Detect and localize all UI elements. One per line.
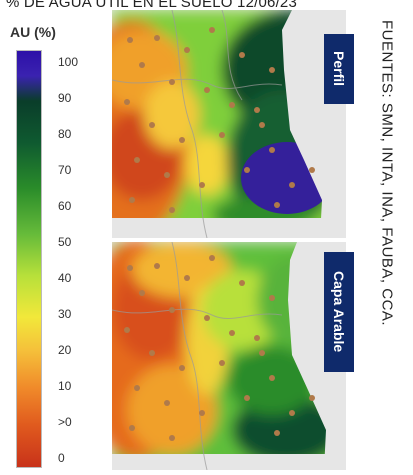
province-borders <box>112 242 283 470</box>
capa-arable-map <box>112 242 346 470</box>
legend-tick: 70 <box>58 163 72 177</box>
legend-tick: 90 <box>58 91 72 105</box>
legend-tick: 80 <box>58 127 72 141</box>
map-title: % DE AGUA ÚTIL EN EL SUELO 12/06/23 <box>6 0 298 11</box>
panel-divider <box>112 238 346 242</box>
legend-tick: 20 <box>58 343 72 357</box>
legend-tick: 100 <box>58 55 79 69</box>
legend-tick: 10 <box>58 379 72 393</box>
legend-color-bar <box>16 50 42 468</box>
station-points <box>124 27 315 213</box>
south-area <box>112 218 346 238</box>
south-area <box>112 454 346 470</box>
soil-water-maps: Perfil Capa Arable <box>112 10 354 470</box>
perfil-map <box>112 10 346 238</box>
maps-svg <box>112 10 346 470</box>
legend-tick: 40 <box>58 271 72 285</box>
color-legend: AU (%) 100 90 80 70 60 50 40 30 20 10 >0… <box>8 24 104 472</box>
legend-tick: >0 <box>58 415 72 429</box>
legend-tick: 50 <box>58 235 72 249</box>
legend-tick: 30 <box>58 307 72 321</box>
sources-credit: FUENTES: SMN, INTA, INA, FAUBA, CCA. <box>378 20 396 327</box>
legend-tick: 60 <box>58 199 72 213</box>
panel-label-capa-arable: Capa Arable <box>324 252 354 372</box>
legend-tick: 0 <box>58 451 65 465</box>
legend-title: AU (%) <box>10 24 56 40</box>
panel-label-perfil: Perfil <box>324 34 354 104</box>
province-borders <box>112 10 283 238</box>
station-points <box>124 255 315 441</box>
